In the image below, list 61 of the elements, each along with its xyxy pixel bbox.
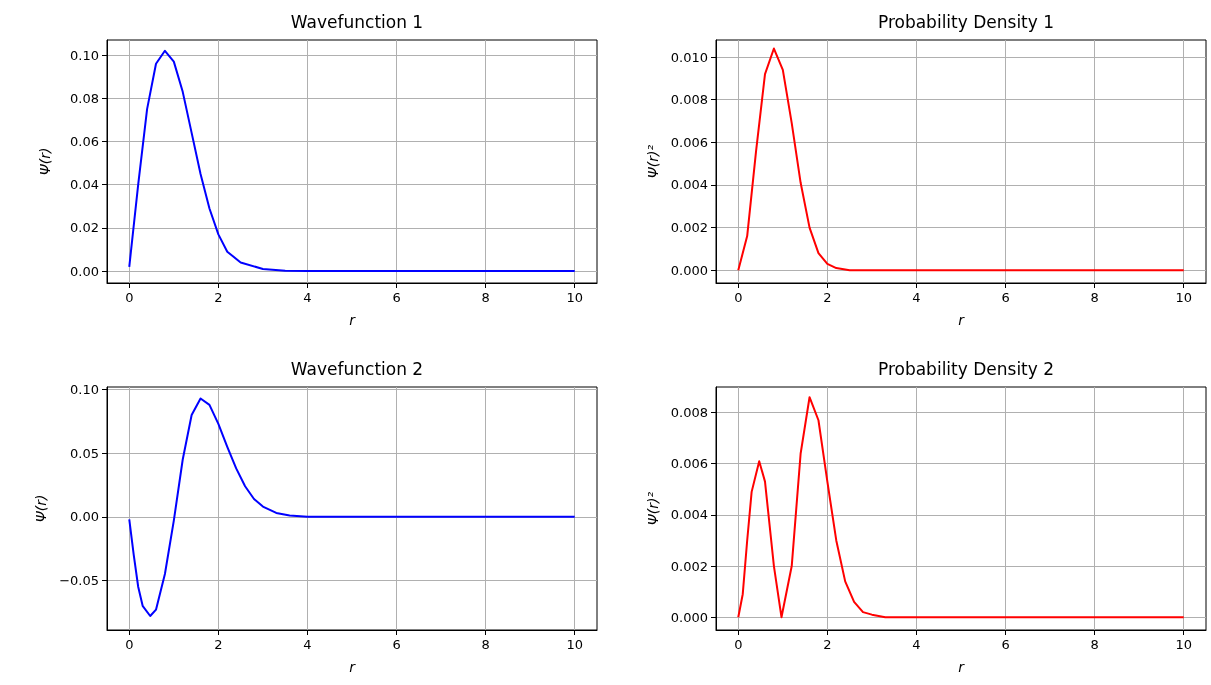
x-tick-label: 0 [734,290,743,305]
x-tick-label: 8 [481,637,490,652]
chart-title: Wavefunction 1 [290,11,424,32]
y-tick-label: 0.04 [70,177,99,193]
x-tick-label: 6 [392,290,401,305]
x-tick-label: 2 [823,290,832,305]
line-series [128,49,576,273]
x-tick-label: 4 [303,637,312,652]
y-tick-label: 0.002 [670,558,708,574]
y-tick-label: 0.00 [70,509,99,525]
x-tick-label: 2 [214,637,223,652]
y-tick-label: 0.05 [70,445,99,461]
x-tick-label: 8 [1090,290,1099,305]
y-tick-label: 0.02 [70,220,99,236]
x-axis-title: r [349,312,357,328]
x-tick-label: 2 [823,637,832,652]
x-tick-label: 0 [125,290,134,305]
x-tick-label: 8 [1090,637,1099,652]
y-axis-title: Ψ(r)² [644,491,661,526]
y-axis-title: Ψ(r) [37,147,53,176]
y-tick-label: 0.10 [70,47,99,63]
x-tick-label: 0 [734,637,743,652]
y-tick-label: 0.006 [670,134,708,150]
y-axis-title: Ψ(r) [33,494,50,523]
line-series [737,47,1185,272]
x-tick-label: 0 [125,637,134,652]
y-tick-label: 0.006 [670,456,708,472]
x-axis-title: r [349,659,357,675]
x-tick-label: 6 [1001,290,1010,305]
chart-title: Probability Density 1 [877,11,1055,32]
x-tick-label: 10 [1175,637,1192,652]
x-tick-label: 4 [912,637,921,652]
chart-title: Wavefunction 2 [290,358,424,379]
y-tick-label: 0.004 [670,177,708,193]
y-tick-label: 0.00 [70,263,99,279]
y-tick-label: 0.000 [670,609,708,625]
y-tick-label: 0.06 [70,134,99,150]
y-tick-label: 0.10 [70,382,99,398]
y-tick-label: 0.010 [670,49,708,65]
x-tick-label: 8 [481,290,490,305]
x-tick-label: 10 [566,290,583,305]
x-tick-label: 6 [1001,637,1010,652]
line-series [737,396,1185,619]
y-tick-label: 0.004 [670,507,708,523]
y-axis-title: Ψ(r)² [644,144,661,179]
x-tick-label: 10 [566,637,583,652]
x-tick-label: 2 [214,290,223,305]
y-tick-label: 0.008 [670,92,708,108]
x-axis-title: r [958,659,966,675]
x-tick-label: 4 [303,290,312,305]
x-axis-title: r [958,312,966,328]
x-tick-label: 10 [1175,290,1192,305]
y-tick-label: 0.002 [670,220,708,236]
y-tick-label: 0.008 [670,405,708,421]
y-tick-label: 0.08 [70,90,99,106]
x-tick-label: 4 [912,290,921,305]
line-series [128,397,576,618]
x-tick-label: 6 [392,637,401,652]
y-tick-label: 0.000 [670,262,708,278]
chart-title: Probability Density 2 [877,358,1055,379]
y-tick-label: −0.05 [59,572,99,588]
